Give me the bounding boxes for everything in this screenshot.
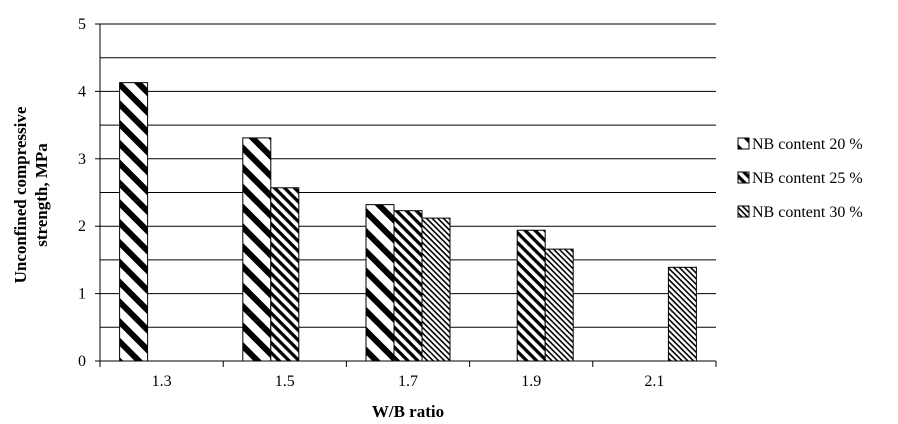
bar-nb-content-30-1-9 bbox=[544, 248, 574, 362]
bar-nb-content-25-1-9 bbox=[516, 229, 546, 362]
bar-nb-content-25-1-5 bbox=[270, 187, 300, 362]
y-tick-label: 1 bbox=[78, 286, 86, 303]
y-tick-label: 2 bbox=[78, 218, 86, 235]
y-tick-label: 5 bbox=[78, 16, 86, 33]
bar-nb-content-20-1-7 bbox=[365, 204, 395, 362]
x-tick-labels: 1.3 1.5 1.7 1.9 2.1 bbox=[99, 361, 717, 390]
legend: NB content 20 % NB content 25 % NB content… bbox=[737, 136, 863, 221]
x-tick-label: 1.5 bbox=[275, 373, 295, 390]
x-tick-label: 1.7 bbox=[398, 373, 418, 390]
y-tick-label: 0 bbox=[78, 353, 86, 370]
bar-nb-content-30-2-1 bbox=[667, 266, 697, 362]
y-tick-label: 3 bbox=[78, 151, 86, 168]
bar-nb-content-30-1-7 bbox=[421, 217, 451, 362]
legend-swatch bbox=[737, 137, 750, 150]
y-axis-title-line-2: strength, MPa bbox=[32, 143, 51, 247]
legend-swatch bbox=[737, 205, 750, 218]
y-tick-labels: 0 1 2 3 4 5 bbox=[78, 16, 100, 370]
y-tick-label: 4 bbox=[78, 83, 86, 100]
x-tick-label: 1.3 bbox=[152, 373, 172, 390]
bar-nb-content-20-1-5 bbox=[242, 137, 272, 362]
axes bbox=[99, 24, 716, 362]
legend-label: NB content 25 % bbox=[752, 170, 863, 187]
y-axis-title: Unconfined compressive strength, MPa bbox=[11, 106, 51, 283]
bar-nb-content-20-1-3 bbox=[119, 82, 149, 362]
bar-nb-content-25-1-7 bbox=[393, 210, 423, 362]
gridlines bbox=[100, 23, 716, 328]
x-axis-title: W/B ratio bbox=[372, 402, 444, 421]
bars bbox=[119, 82, 697, 362]
legend-label: NB content 20 % bbox=[752, 136, 863, 153]
x-tick-label: 1.9 bbox=[521, 373, 541, 390]
legend-label: NB content 30 % bbox=[752, 204, 863, 221]
legend-swatch bbox=[737, 171, 750, 184]
x-tick-label: 2.1 bbox=[644, 373, 664, 390]
y-axis-title-line-1: Unconfined compressive bbox=[11, 106, 30, 283]
